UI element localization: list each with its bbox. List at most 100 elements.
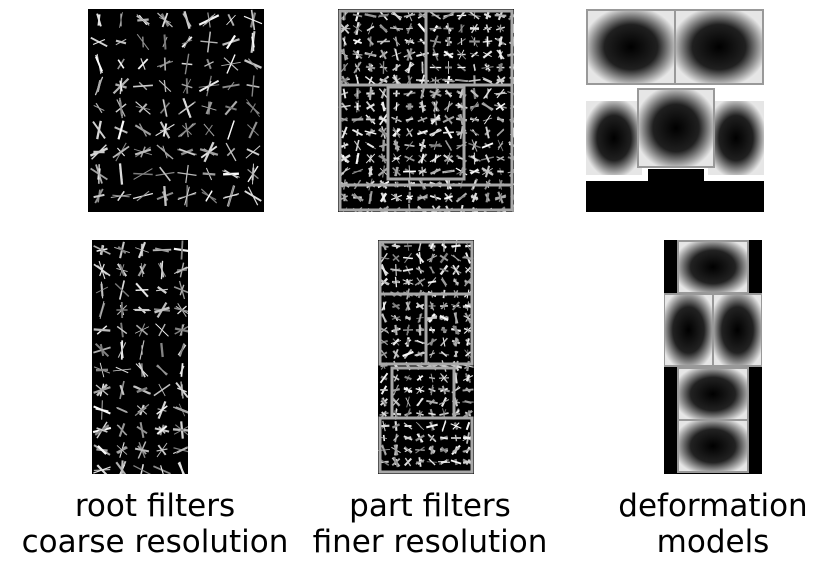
hog-stroke bbox=[383, 140, 384, 152]
hog-stroke bbox=[227, 15, 236, 25]
hog-stroke bbox=[354, 62, 361, 73]
hog-stroke bbox=[353, 54, 363, 55]
hog-stroke bbox=[443, 386, 446, 394]
hog-stroke bbox=[453, 255, 458, 261]
deform-body-left bbox=[664, 294, 713, 366]
hog-stroke bbox=[419, 387, 421, 393]
hog-stroke bbox=[159, 324, 165, 336]
hog-stroke bbox=[499, 50, 501, 59]
hog-stroke bbox=[252, 75, 254, 96]
hog-stroke bbox=[409, 165, 410, 177]
hog-stroke bbox=[446, 140, 452, 150]
hog-stroke bbox=[343, 49, 347, 60]
hog-stroke bbox=[407, 325, 409, 336]
hog-stroke bbox=[157, 145, 173, 159]
deform-body-legs bbox=[678, 420, 748, 472]
hog-stroke bbox=[406, 398, 410, 407]
hog-stroke bbox=[456, 312, 457, 323]
hog-stroke bbox=[136, 290, 149, 291]
hog-stroke bbox=[434, 195, 436, 201]
hog-stroke bbox=[484, 115, 490, 124]
hog-stroke bbox=[418, 424, 421, 428]
hog-stroke bbox=[421, 102, 423, 111]
hog-stroke bbox=[165, 58, 166, 71]
deformation-face-svg bbox=[586, 9, 764, 212]
hog-stroke bbox=[405, 156, 415, 160]
hog-stroke bbox=[357, 129, 358, 136]
hog-stroke bbox=[117, 408, 127, 412]
hog-stroke bbox=[137, 191, 149, 201]
deform-body-right bbox=[713, 294, 762, 366]
hog-stroke bbox=[174, 249, 188, 251]
hog-stroke bbox=[353, 15, 362, 17]
hog-stroke bbox=[367, 104, 375, 108]
hog-stroke bbox=[248, 102, 259, 113]
hog-stroke bbox=[206, 191, 212, 202]
hog-stroke bbox=[180, 103, 194, 113]
hog-stroke bbox=[249, 122, 256, 138]
hog-stroke bbox=[393, 330, 399, 331]
hog-stroke bbox=[468, 80, 480, 82]
hog-stroke bbox=[487, 12, 489, 19]
hog-stroke bbox=[460, 89, 463, 98]
hog-stroke bbox=[120, 423, 125, 436]
hog-stroke bbox=[133, 174, 152, 175]
hog-stroke bbox=[422, 65, 423, 71]
hog-stroke bbox=[448, 23, 450, 34]
hog-stroke bbox=[396, 264, 397, 276]
caption-part-filters: part filters finer resolution bbox=[300, 488, 560, 560]
hog-stroke bbox=[433, 54, 439, 55]
hog-stroke bbox=[396, 64, 397, 71]
deform-cell-top-right bbox=[675, 10, 763, 84]
hog-stroke bbox=[226, 143, 236, 161]
hog-stroke bbox=[456, 435, 457, 441]
hog-stroke bbox=[379, 89, 387, 99]
hog-stroke bbox=[393, 119, 400, 120]
hog-stroke bbox=[100, 301, 104, 319]
hog-stroke bbox=[391, 316, 401, 321]
hog-stroke bbox=[248, 59, 257, 70]
hog-stroke bbox=[182, 241, 183, 260]
hog-stroke bbox=[164, 186, 165, 206]
hog-stroke bbox=[438, 462, 450, 463]
hog-stroke bbox=[443, 132, 454, 133]
hog-stroke bbox=[120, 163, 122, 184]
hog-stroke bbox=[495, 15, 507, 16]
hog-stroke bbox=[161, 343, 162, 357]
hog-stroke bbox=[135, 449, 149, 452]
hog-stroke bbox=[396, 102, 397, 110]
hog-stroke bbox=[428, 281, 436, 282]
hog-stroke bbox=[344, 37, 345, 47]
hog-stroke bbox=[463, 389, 474, 390]
hog-stroke bbox=[94, 195, 105, 197]
hog-stroke bbox=[465, 401, 472, 403]
deform-bottom-bar bbox=[586, 181, 764, 212]
hog-stroke bbox=[470, 130, 479, 135]
hog-stroke bbox=[140, 340, 144, 359]
hog-stroke bbox=[248, 187, 257, 205]
caption-root-line2: coarse resolution bbox=[10, 524, 300, 560]
hog-stroke bbox=[444, 196, 452, 199]
hog-stroke bbox=[422, 154, 424, 164]
hog-stroke bbox=[133, 85, 153, 86]
hog-stroke bbox=[367, 144, 373, 148]
hog-stroke bbox=[203, 174, 216, 175]
hog-stroke bbox=[406, 28, 413, 29]
caption-part-line1: part filters bbox=[300, 488, 560, 524]
hog-stroke bbox=[428, 413, 435, 414]
root-filter-body bbox=[92, 240, 188, 474]
hog-stroke bbox=[141, 422, 144, 438]
caption-part-line2: finer resolution bbox=[300, 524, 560, 560]
caption-root-filters: root filters coarse resolution bbox=[10, 488, 300, 560]
hog-stroke bbox=[163, 99, 167, 117]
caption-root-line1: root filters bbox=[10, 488, 300, 524]
hog-stroke bbox=[482, 143, 493, 147]
hog-stroke bbox=[344, 142, 345, 148]
hog-stroke bbox=[467, 422, 470, 430]
hog-stroke bbox=[357, 153, 359, 164]
hog-stroke bbox=[396, 49, 398, 60]
hog-stroke bbox=[430, 267, 435, 274]
hog-stroke bbox=[403, 269, 413, 271]
hog-stroke bbox=[165, 35, 166, 50]
hog-part-face-glyphs bbox=[338, 9, 514, 212]
